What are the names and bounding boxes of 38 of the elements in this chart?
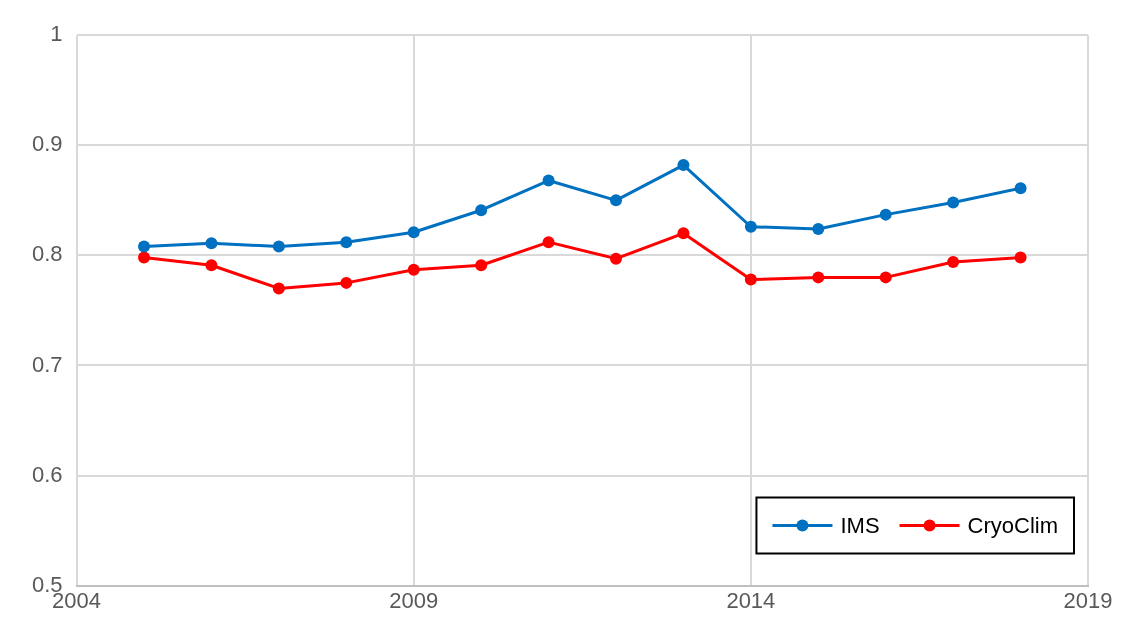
point — [340, 236, 353, 249]
y-tick-label: 0.7 — [31, 351, 63, 377]
point — [407, 226, 420, 239]
point — [205, 259, 218, 272]
point — [812, 271, 825, 284]
point — [542, 236, 555, 249]
point — [677, 227, 690, 240]
y-tick-label: 0.8 — [31, 241, 63, 267]
point — [812, 222, 825, 235]
point — [610, 194, 623, 207]
y-tick-label: 0.9 — [31, 131, 63, 157]
point — [1014, 182, 1027, 195]
point — [138, 251, 151, 264]
x-tick-label: 2019 — [1063, 587, 1113, 613]
point — [272, 282, 285, 295]
x-tick-label: 2009 — [389, 587, 439, 613]
point — [340, 276, 353, 289]
point — [947, 255, 960, 268]
y-tick-label: 1 — [50, 21, 63, 47]
point — [475, 259, 488, 272]
y-tick-label: 0.6 — [31, 461, 63, 487]
point — [1014, 251, 1027, 264]
point — [475, 204, 488, 217]
point — [879, 271, 892, 284]
legend-label: IMS — [840, 512, 880, 538]
point — [542, 174, 555, 187]
point — [744, 273, 757, 286]
point — [407, 263, 420, 276]
x-tick-label: 2014 — [726, 587, 776, 613]
point — [610, 252, 623, 265]
point — [677, 159, 690, 172]
point — [947, 196, 960, 209]
point — [138, 240, 151, 253]
legend-label: CryoClim — [967, 512, 1059, 538]
point — [744, 220, 757, 233]
point — [879, 208, 892, 221]
point — [205, 237, 218, 250]
point — [272, 240, 285, 253]
